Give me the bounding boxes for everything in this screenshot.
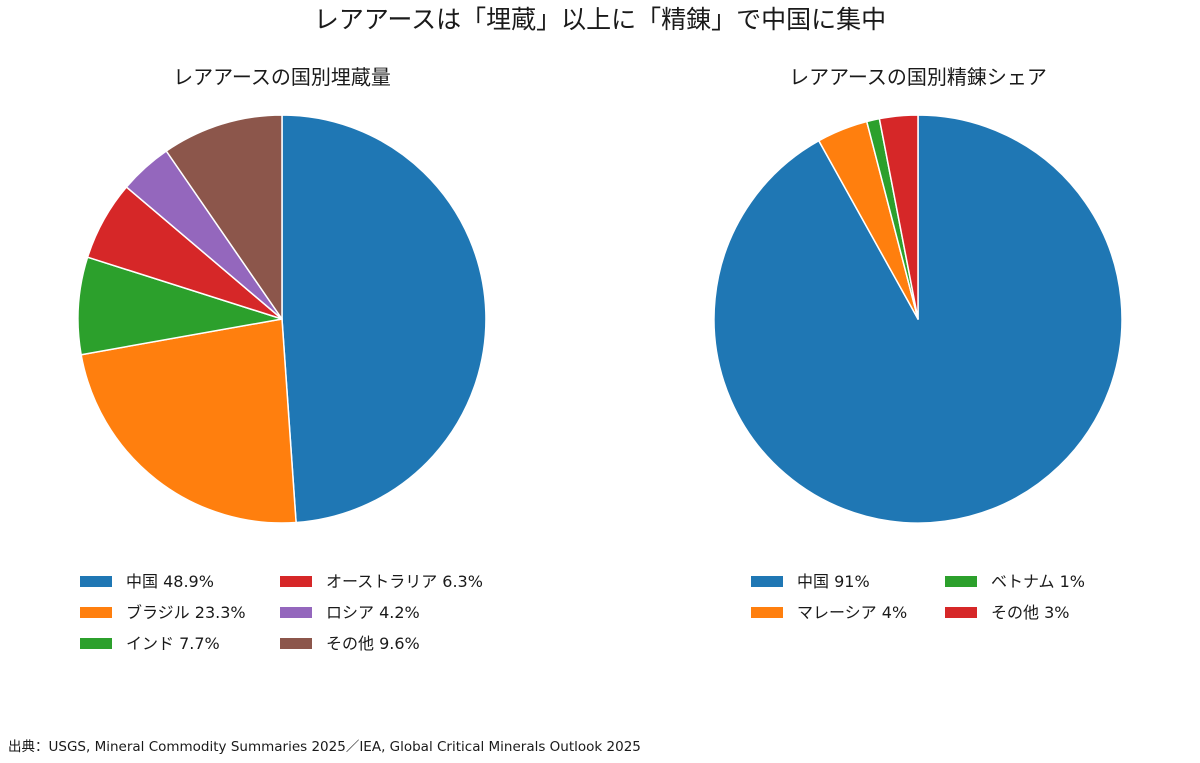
legend-label: 中国 91% [797,571,870,591]
legend-swatch [280,607,312,618]
legend-label: マレーシア 4% [797,602,908,622]
legend-label: ロシア 4.2% [326,602,420,622]
legend-item: インド 7.7% [80,628,280,659]
legend-swatch [751,576,783,587]
legend-swatch [945,607,977,618]
pie-slice-0-5 [165,114,283,320]
refining-chart-title: レアアースの国別精錬シェア [789,65,1047,89]
pie-slice-0-1 [80,318,297,524]
pie-slice-0-2 [77,256,283,356]
legend-label: インド 7.7% [126,633,220,653]
reserves-legend: 中国 48.9% ブラジル 23.3% インド 7.7% オーストラリア 6.3% ロシ… [80,566,500,659]
legend-label: 中国 48.9% [126,571,214,591]
pie-slice-1-3 [878,114,919,320]
legend-swatch [80,638,112,649]
legend-swatch [280,576,312,587]
legend-swatch [945,576,977,587]
pie-slice-0-0 [281,114,487,524]
reserves-chart-title: レアアースの国別埋蔵量 [173,65,391,89]
legend-swatch [80,607,112,618]
legend-item: 中国 91% [751,566,945,597]
legend-item: ベトナム 1% [945,566,1105,597]
legend-item: ブラジル 23.3% [80,597,280,628]
legend-label: その他 9.6% [326,633,420,653]
legend-swatch [280,638,312,649]
legend-label: ブラジル 23.3% [126,602,246,622]
legend-item: マレーシア 4% [751,597,945,628]
source-note: 出典：USGS, Mineral Commodity Summaries 202… [8,739,641,755]
legend-label: その他 3% [991,602,1070,622]
legend-item: オーストラリア 6.3% [280,566,500,597]
legend-item: ロシア 4.2% [280,597,500,628]
legend-swatch [751,607,783,618]
chart-main-title: レアアースは「埋蔵」以上に「精錬」で中国に集中 [313,5,887,34]
legend-item: その他 9.6% [280,628,500,659]
refining-pie-chart [713,114,1123,524]
legend-label: オーストラリア 6.3% [326,571,483,591]
legend-swatch [80,576,112,587]
legend-item: その他 3% [945,597,1105,628]
legend-item: 中国 48.9% [80,566,280,597]
reserves-pie-chart [77,114,487,524]
refining-legend: 中国 91% マレーシア 4% ベトナム 1% その他 3% [751,566,1105,628]
legend-label: ベトナム 1% [991,571,1085,591]
